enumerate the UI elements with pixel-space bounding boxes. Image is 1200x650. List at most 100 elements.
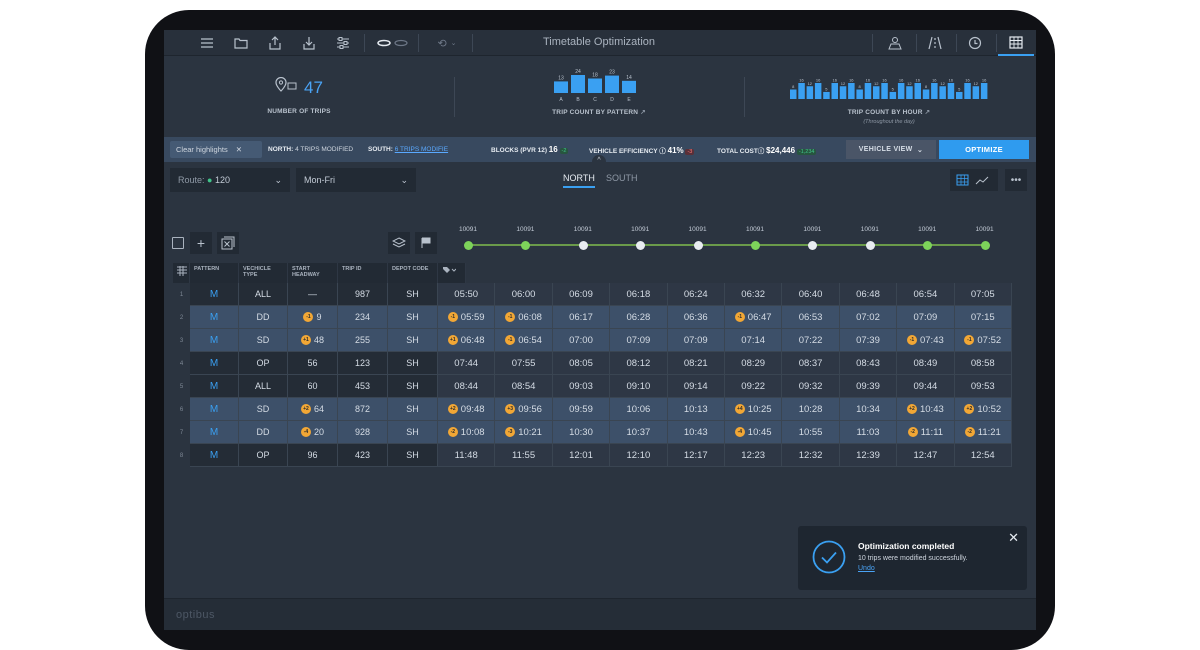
- time-cell[interactable]: +2 10:43: [897, 398, 955, 421]
- time-cell[interactable]: 07:09: [667, 329, 725, 352]
- time-cell[interactable]: -1 07:52: [954, 329, 1012, 352]
- time-cell[interactable]: 09:59: [552, 398, 611, 421]
- time-cell[interactable]: 07:44: [438, 352, 496, 375]
- time-cell[interactable]: +1 06:48: [438, 329, 496, 352]
- time-cell[interactable]: 12:17: [667, 444, 725, 467]
- table-row[interactable]: 3 M SD +1 48 255 SH +1 06:48 -1 06:54 07:00 07:09 07:…: [173, 329, 1013, 352]
- time-cell[interactable]: 08:44: [438, 375, 496, 398]
- download-icon[interactable]: [296, 30, 322, 56]
- cell-depot-code[interactable]: SH: [388, 329, 438, 352]
- table-row[interactable]: 4 M OP 56 123 SH 07:44 07:55 08:05 08:12 08:21 08:2…: [173, 352, 1013, 375]
- clear-highlights-button[interactable]: Clear highlights ✕: [170, 141, 262, 158]
- time-cell[interactable]: 09:03: [552, 375, 611, 398]
- time-cell[interactable]: 12:39: [839, 444, 898, 467]
- time-cell[interactable]: 11:55: [495, 444, 553, 467]
- stop-dot[interactable]: [578, 241, 588, 250]
- more-icon[interactable]: •••: [1005, 169, 1027, 191]
- time-cell[interactable]: 08:58: [954, 352, 1012, 375]
- optimize-button[interactable]: OPTIMIZE: [939, 140, 1029, 159]
- add-row-icon[interactable]: +: [190, 232, 212, 254]
- time-cell[interactable]: 10:43: [667, 421, 725, 444]
- flag-icon[interactable]: [415, 232, 437, 254]
- time-cell[interactable]: 08:49: [897, 352, 955, 375]
- south-modified-link[interactable]: 6 TRIPS MODIFIE: [394, 146, 449, 153]
- time-cell[interactable]: -2 11:21: [954, 421, 1012, 444]
- time-cell[interactable]: 06:53: [782, 306, 840, 329]
- stop-dot[interactable]: [751, 241, 760, 250]
- time-cell[interactable]: 08:43: [839, 352, 898, 375]
- table-row[interactable]: 1 M ALL — 987 SH 05:50 06:00 06:09 06:18 06:24 06:3…: [173, 283, 1013, 306]
- col-pattern[interactable]: PATTERN: [190, 263, 239, 283]
- time-cell[interactable]: 07:22: [782, 329, 840, 352]
- menu-icon[interactable]: [194, 30, 220, 56]
- time-cell[interactable]: 07:55: [495, 352, 553, 375]
- time-cell[interactable]: 12:54: [954, 444, 1012, 467]
- days-dropdown[interactable]: Mon-Fri ⌄: [296, 168, 416, 192]
- time-cell[interactable]: 12:01: [552, 444, 611, 467]
- col-trip-id[interactable]: TRIP ID: [338, 263, 388, 283]
- history-icon[interactable]: ⟲ ⌄: [437, 37, 457, 50]
- cell-vehicle-type[interactable]: ALL: [239, 375, 288, 398]
- time-cell[interactable]: 12:10: [610, 444, 668, 467]
- time-cell[interactable]: 10:30: [552, 421, 611, 444]
- time-cell[interactable]: 07:00: [552, 329, 611, 352]
- time-cell[interactable]: 07:09: [610, 329, 668, 352]
- cell-vehicle-type[interactable]: OP: [239, 444, 288, 467]
- cell-pattern[interactable]: M: [190, 352, 239, 375]
- time-cell[interactable]: 09:32: [782, 375, 840, 398]
- close-icon[interactable]: ✕: [235, 145, 242, 154]
- time-cell[interactable]: 11:48: [438, 444, 496, 467]
- cell-start-headway[interactable]: 96: [288, 444, 338, 467]
- col-vehicle-type[interactable]: VECHICLE TYPE: [239, 263, 288, 283]
- cell-start-headway[interactable]: 56: [288, 352, 338, 375]
- time-cell[interactable]: 09:39: [839, 375, 898, 398]
- table-row[interactable]: 2 M DD -1 9 234 SH -1 05:59 -1 06:08 06:17 06:28 06:3…: [173, 306, 1013, 329]
- cell-vehicle-type[interactable]: ALL: [239, 283, 288, 306]
- cell-trip-id[interactable]: 423: [338, 444, 388, 467]
- cell-trip-id[interactable]: 234: [338, 306, 388, 329]
- cell-pattern[interactable]: M: [190, 306, 239, 329]
- route-dropdown[interactable]: Route: ● 120 ⌄: [170, 168, 290, 192]
- layers-icon[interactable]: [388, 232, 410, 254]
- cell-trip-id[interactable]: 987: [338, 283, 388, 306]
- road-icon[interactable]: [920, 30, 950, 56]
- cell-pattern[interactable]: M: [190, 421, 239, 444]
- cell-pattern[interactable]: M: [190, 329, 239, 352]
- cell-depot-code[interactable]: SH: [388, 306, 438, 329]
- cell-start-headway[interactable]: +2 64: [288, 398, 338, 421]
- time-cell[interactable]: -1 07:43: [897, 329, 955, 352]
- time-cell[interactable]: 09:14: [667, 375, 725, 398]
- cell-start-headway[interactable]: -4 20: [288, 421, 338, 444]
- time-cell[interactable]: 09:53: [954, 375, 1012, 398]
- cell-trip-id[interactable]: 872: [338, 398, 388, 421]
- cell-depot-code[interactable]: SH: [388, 352, 438, 375]
- table-row[interactable]: 5 M ALL 60 453 SH 08:44 08:54 09:03 09:10 09:14 09:…: [173, 375, 1013, 398]
- cell-pattern[interactable]: M: [190, 444, 239, 467]
- time-cell[interactable]: 10:13: [667, 398, 725, 421]
- time-cell[interactable]: 09:22: [725, 375, 783, 398]
- time-cell[interactable]: 09:10: [610, 375, 668, 398]
- time-cell[interactable]: +2 09:48: [438, 398, 496, 421]
- time-cell[interactable]: 07:39: [839, 329, 898, 352]
- cell-pattern[interactable]: M: [190, 283, 239, 306]
- stop-dot[interactable]: [693, 241, 703, 250]
- stop-dot[interactable]: [923, 241, 933, 250]
- table-row[interactable]: 8 M OP 96 423 SH 11:48 11:55 12:01 12:10 12:17 12:2…: [173, 444, 1013, 467]
- time-cell[interactable]: 11:03: [839, 421, 898, 444]
- time-cell[interactable]: 12:23: [725, 444, 783, 467]
- stop-dot[interactable]: [865, 241, 875, 250]
- time-cell[interactable]: 06:18: [610, 283, 668, 306]
- time-cell[interactable]: +2 10:52: [954, 398, 1012, 421]
- time-cell[interactable]: 10:28: [782, 398, 840, 421]
- time-cell[interactable]: 07:02: [839, 306, 898, 329]
- time-cell[interactable]: 06:17: [552, 306, 611, 329]
- vehicle-view-dropdown[interactable]: VEHICLE VIEW ⌄: [846, 140, 936, 159]
- clock-icon[interactable]: [960, 30, 990, 56]
- col-start-headway[interactable]: START HEADWAY: [288, 263, 338, 283]
- cell-pattern[interactable]: M: [190, 375, 239, 398]
- time-cell[interactable]: 12:47: [897, 444, 955, 467]
- close-icon[interactable]: ✕: [1008, 530, 1019, 545]
- cell-pattern[interactable]: M: [190, 398, 239, 421]
- time-cell[interactable]: +3 09:56: [495, 398, 553, 421]
- cell-depot-code[interactable]: SH: [388, 421, 438, 444]
